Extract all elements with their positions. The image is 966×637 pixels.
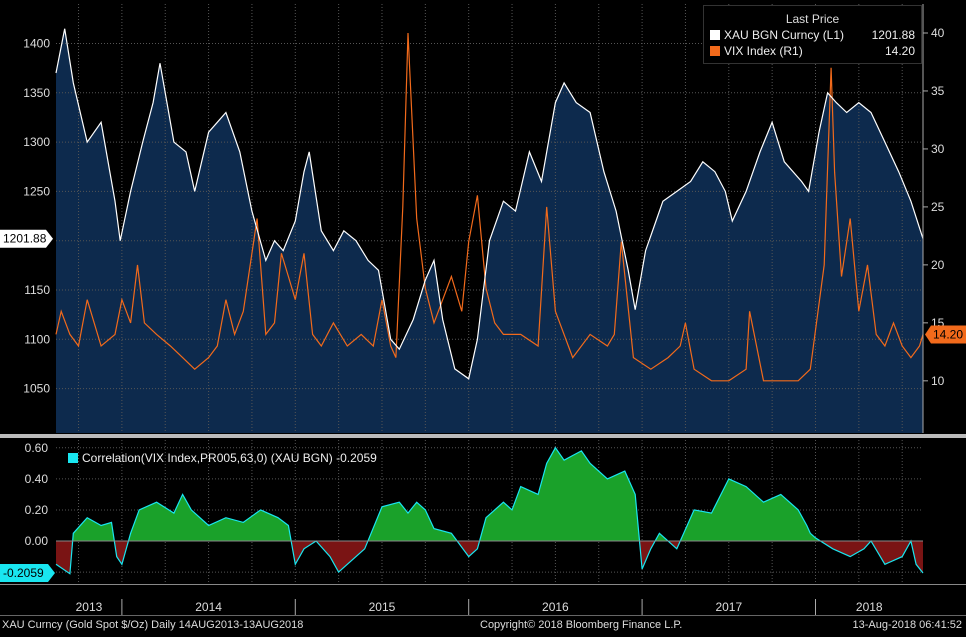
footer-timestamp: 13-Aug-2018 06:41:52 <box>852 619 962 631</box>
year-label: 2016 <box>542 600 569 614</box>
gold-line <box>55 28 924 380</box>
legend-value-vix: 14.20 <box>884 44 915 58</box>
year-label: 2018 <box>856 600 883 614</box>
vix-last-price-tag <box>925 325 966 344</box>
legend-row-vix: VIX Index (R1) 14.20 <box>710 44 915 59</box>
legend-row-xau: XAU BGN Curncy (L1) 1201.88 <box>710 28 915 43</box>
vix-last-price-label: 14.20 <box>933 327 963 341</box>
corr-positive-area <box>72 447 911 542</box>
correlation-legend: Correlation(VIX Index,PR005,63,0) (XAU B… <box>68 451 377 465</box>
corr-axis-tick-label: 0.40 <box>25 472 49 486</box>
left-axis-tick-label: 1350 <box>23 86 50 100</box>
year-label: 2014 <box>195 600 222 614</box>
year-label: 2015 <box>369 600 396 614</box>
corr-last-value-label: -0.2059 <box>3 566 44 580</box>
left-axis-tick-label: 1150 <box>24 283 50 297</box>
year-label: 2017 <box>715 600 742 614</box>
gold-last-price-tag <box>0 229 53 248</box>
footer-copyright: Copyright© 2018 Bloomberg Finance L.P. <box>480 619 683 631</box>
correlation-line <box>55 446 924 575</box>
legend-name-xau: XAU BGN Curncy (L1) <box>724 28 845 42</box>
right-axis-tick-label: 35 <box>931 84 945 98</box>
price-legend: Last Price XAU BGN Curncy (L1) 1201.88 V… <box>703 5 922 64</box>
legend-title: Last Price <box>785 12 840 26</box>
right-axis-tick-label: 30 <box>931 142 945 156</box>
right-axis-tick-label: 40 <box>931 26 945 40</box>
correlation-label: Correlation(VIX Index,PR005,63,0) (XAU B… <box>82 451 377 465</box>
left-axis-tick-label: 1250 <box>23 184 50 198</box>
right-axis-tick-label: 10 <box>931 374 945 388</box>
vix-line <box>55 32 924 382</box>
time-axis-line <box>0 584 966 585</box>
corr-axis-tick-label: 0.00 <box>25 534 49 548</box>
corr-negative-area <box>56 541 923 574</box>
correlation-swatch <box>68 453 78 463</box>
footer-divider <box>0 615 966 616</box>
left-axis-tick-label: 1400 <box>23 36 50 50</box>
footer-security-info: XAU Curncy (Gold Spot $/Oz) Daily 14AUG2… <box>2 619 304 631</box>
left-axis-tick-label: 1100 <box>24 332 50 346</box>
year-label: 2013 <box>76 600 103 614</box>
gold-area-fill <box>56 28 923 433</box>
legend-name-vix: VIX Index (R1) <box>724 44 803 58</box>
legend-swatch-xau <box>710 30 720 40</box>
corr-axis-tick-label: 0.60 <box>25 441 49 455</box>
left-axis-tick-label: 1300 <box>23 135 50 149</box>
right-axis-tick-label: 25 <box>931 200 945 214</box>
left-axis-tick-label: 1050 <box>23 382 50 396</box>
corr-last-value-tag <box>0 564 55 583</box>
right-axis-tick-label: 20 <box>931 258 945 272</box>
gold-last-price-label: 1201.88 <box>3 232 47 246</box>
corr-axis-tick-label: 0.20 <box>25 503 49 517</box>
panel-divider <box>0 434 966 438</box>
legend-value-xau: 1201.88 <box>871 28 915 42</box>
legend-swatch-vix <box>710 46 720 56</box>
